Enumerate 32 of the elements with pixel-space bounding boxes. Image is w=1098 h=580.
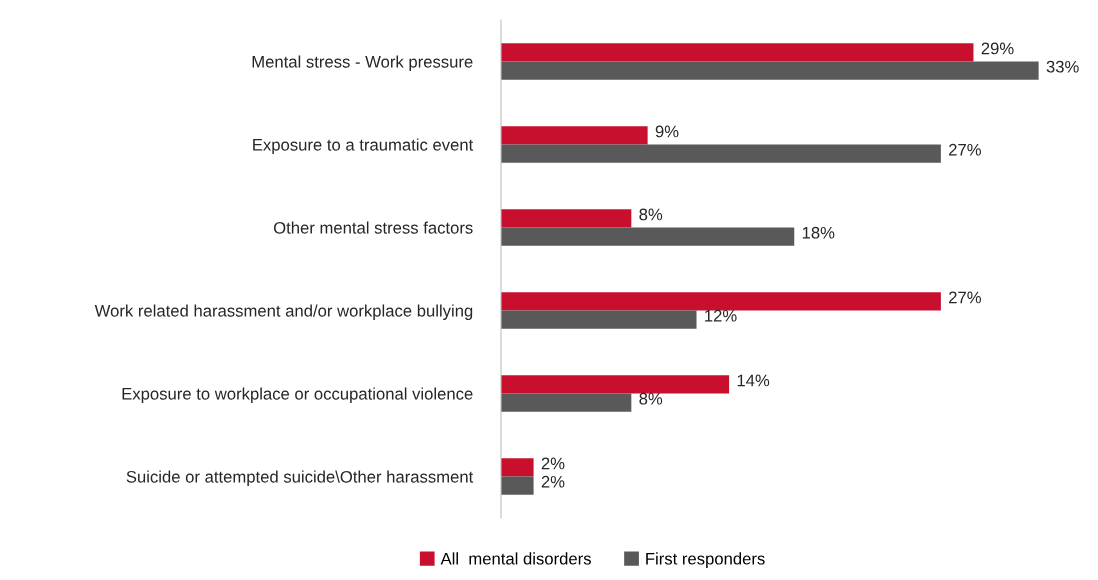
bar (501, 476, 534, 495)
data-label: 9% (655, 125, 679, 138)
bar (501, 375, 730, 394)
y-tick-label: Exposure to workplace or occupational violence (122, 387, 473, 403)
bar (501, 61, 1039, 80)
bar (501, 43, 974, 62)
bar (501, 209, 632, 228)
bar (501, 458, 534, 477)
data-label: 14% (737, 374, 770, 387)
data-label: 18% (802, 226, 835, 239)
y-tick-label: Exposure to a traumatic event (253, 138, 474, 154)
bar (501, 227, 795, 246)
data-label: 8% (639, 208, 663, 221)
y-tick-label: Suicide or attempted suicide\Other harassment (126, 470, 474, 486)
data-label: 2% (541, 457, 565, 470)
data-label: 27% (949, 143, 981, 156)
bar (501, 144, 941, 163)
legend-label: First responders (646, 552, 765, 568)
data-label: 27% (949, 291, 981, 304)
bar (501, 310, 697, 329)
legend-label: All mental disorders (440, 552, 591, 565)
data-label: 29% (981, 42, 1014, 55)
data-label: 2% (541, 475, 565, 488)
data-label: 12% (705, 309, 737, 322)
y-tick-label: Mental stress - Work pressure (252, 55, 473, 71)
data-label: 8% (639, 392, 663, 405)
data-label: 33% (1046, 60, 1079, 73)
bar (501, 292, 941, 311)
bar (501, 393, 632, 412)
bar (501, 126, 648, 145)
y-tick-label: Work related harassment and/or workplace bullying (94, 304, 473, 320)
y-tick-label: Other mental stress factors (273, 221, 473, 234)
